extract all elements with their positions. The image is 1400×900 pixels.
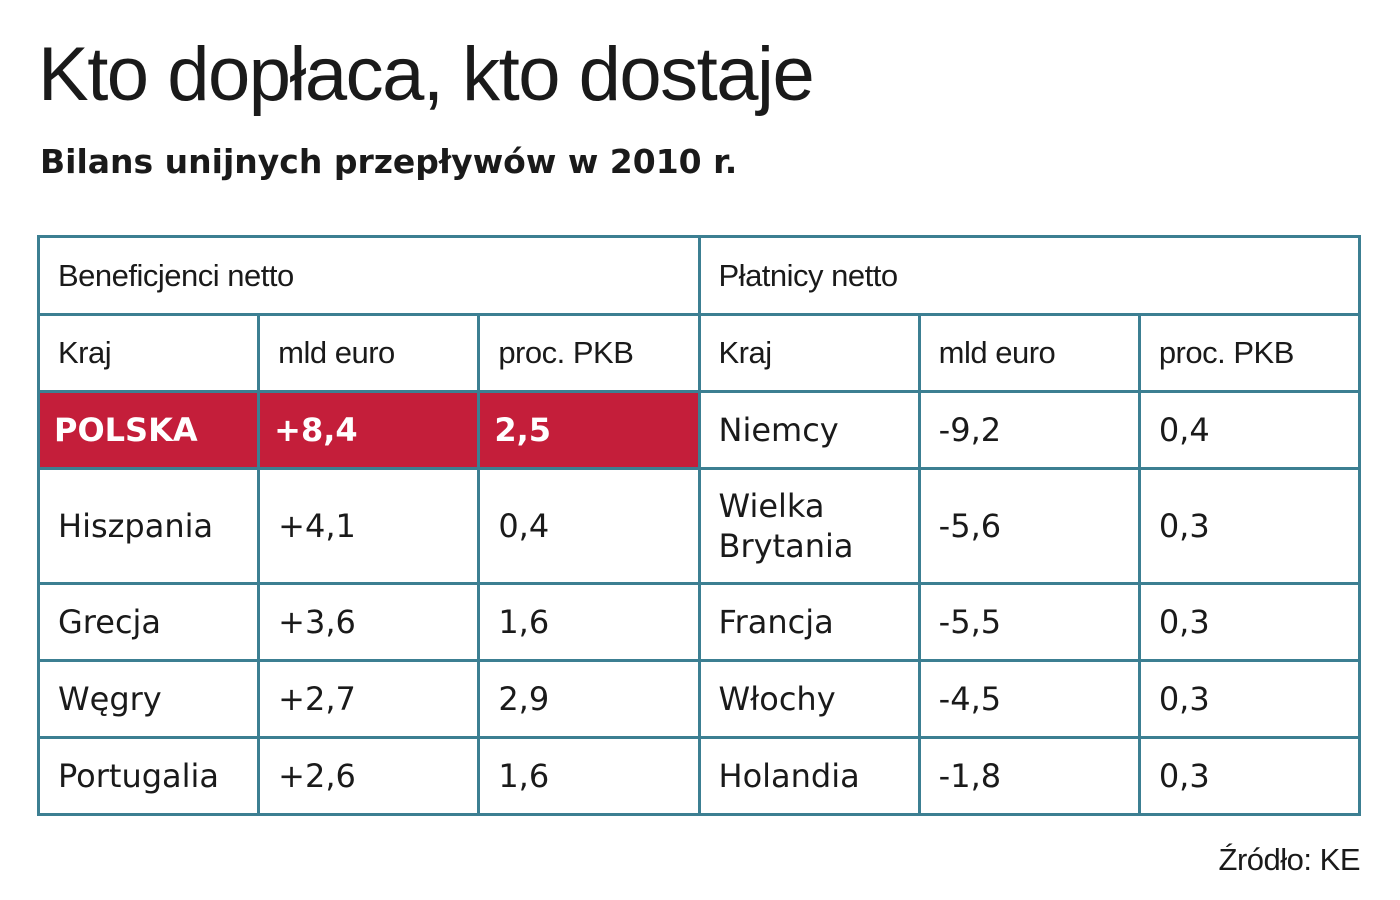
payer-country-cell: Holandia (697, 736, 921, 816)
column-header-eur-bn: mld euro (257, 313, 481, 393)
beneficiary-country-cell: Węgry (36, 659, 261, 739)
payer-country-cell: Wielka Brytania (697, 467, 921, 585)
payer-eur-bn-cell: -5,6 (917, 467, 1141, 585)
beneficiary-country-cell: Portugalia (36, 736, 261, 816)
payer-country-cell: Włochy (697, 659, 921, 739)
chart-subtitle: Bilans unijnych przepływów w 2010 r. (40, 142, 738, 181)
column-header-row: Kraj mld euro proc. PKB Kraj mld euro pr… (36, 313, 1362, 393)
beneficiary-pct-gdp-cell: 2,5 (477, 390, 701, 470)
table-row: Węgry +2,7 2,9 Włochy -4,5 0,3 (36, 659, 1362, 739)
table-row: Hiszpania +4,1 0,4 Wielka Brytania -5,6 … (36, 467, 1362, 585)
column-header-country: Kraj (697, 313, 921, 393)
source-note: Źródło: KE (1218, 842, 1361, 877)
column-header-pct-gdp: proc. PKB (477, 313, 701, 393)
column-header-eur-bn: mld euro (917, 313, 1141, 393)
payer-eur-bn-cell: -5,5 (917, 582, 1141, 662)
payer-pct-gdp-cell: 0,3 (1137, 736, 1362, 816)
beneficiary-pct-gdp-cell: 1,6 (477, 736, 701, 816)
beneficiary-eur-bn-cell: +8,4 (257, 390, 481, 470)
eu-balance-table: Beneficjenci netto Płatnicy netto Kraj m… (36, 235, 1362, 816)
beneficiary-eur-bn-cell: +3,6 (257, 582, 481, 662)
chart-title: Kto dopłaca, kto dostaje (38, 32, 815, 117)
payer-pct-gdp-cell: 0,4 (1137, 390, 1362, 470)
beneficiary-country-cell: Hiszpania (36, 467, 261, 585)
payer-country-cell: Francja (697, 582, 921, 662)
payer-eur-bn-cell: -1,8 (917, 736, 1141, 816)
beneficiary-pct-gdp-cell: 2,9 (477, 659, 701, 739)
table-row: Grecja +3,6 1,6 Francja -5,5 0,3 (36, 582, 1362, 662)
column-header-country: Kraj (36, 313, 261, 393)
payer-pct-gdp-cell: 0,3 (1137, 659, 1362, 739)
payer-eur-bn-cell: -4,5 (917, 659, 1141, 739)
group-header-row: Beneficjenci netto Płatnicy netto (37, 235, 1361, 316)
beneficiary-pct-gdp-cell: 0,4 (477, 467, 701, 585)
beneficiary-country-cell: Grecja (36, 582, 261, 662)
beneficiary-country-cell: POLSKA (36, 390, 261, 470)
payer-eur-bn-cell: -9,2 (917, 390, 1141, 470)
beneficiary-eur-bn-cell: +4,1 (257, 467, 481, 585)
group-header-payers: Płatnicy netto (697, 235, 1361, 316)
beneficiary-eur-bn-cell: +2,6 (257, 736, 481, 816)
payer-pct-gdp-cell: 0,3 (1137, 582, 1362, 662)
payer-country-cell: Niemcy (697, 390, 921, 470)
column-header-pct-gdp: proc. PKB (1137, 313, 1362, 393)
table-row: Portugalia +2,6 1,6 Holandia -1,8 0,3 (36, 736, 1362, 816)
payer-pct-gdp-cell: 0,3 (1137, 467, 1362, 585)
beneficiary-eur-bn-cell: +2,7 (257, 659, 481, 739)
beneficiary-pct-gdp-cell: 1,6 (477, 582, 701, 662)
table-row: POLSKA +8,4 2,5 Niemcy -9,2 0,4 (36, 390, 1362, 470)
group-header-beneficiaries: Beneficjenci netto (37, 235, 701, 316)
